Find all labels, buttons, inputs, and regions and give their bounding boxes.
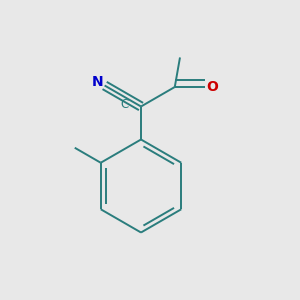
Text: N: N [91, 75, 103, 89]
Text: C: C [121, 98, 129, 111]
Text: O: O [206, 80, 218, 94]
